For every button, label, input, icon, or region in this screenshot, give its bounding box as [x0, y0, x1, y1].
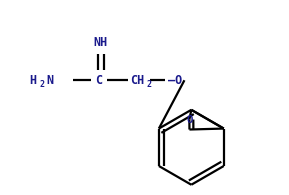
- Text: N: N: [47, 74, 53, 87]
- Text: 2: 2: [147, 80, 152, 89]
- Text: O: O: [186, 115, 192, 125]
- Text: 2: 2: [40, 80, 45, 89]
- Text: C: C: [95, 74, 102, 87]
- Text: CH: CH: [130, 74, 144, 87]
- Text: —O: —O: [168, 74, 182, 87]
- Text: NH: NH: [94, 36, 108, 49]
- Text: H: H: [30, 74, 37, 87]
